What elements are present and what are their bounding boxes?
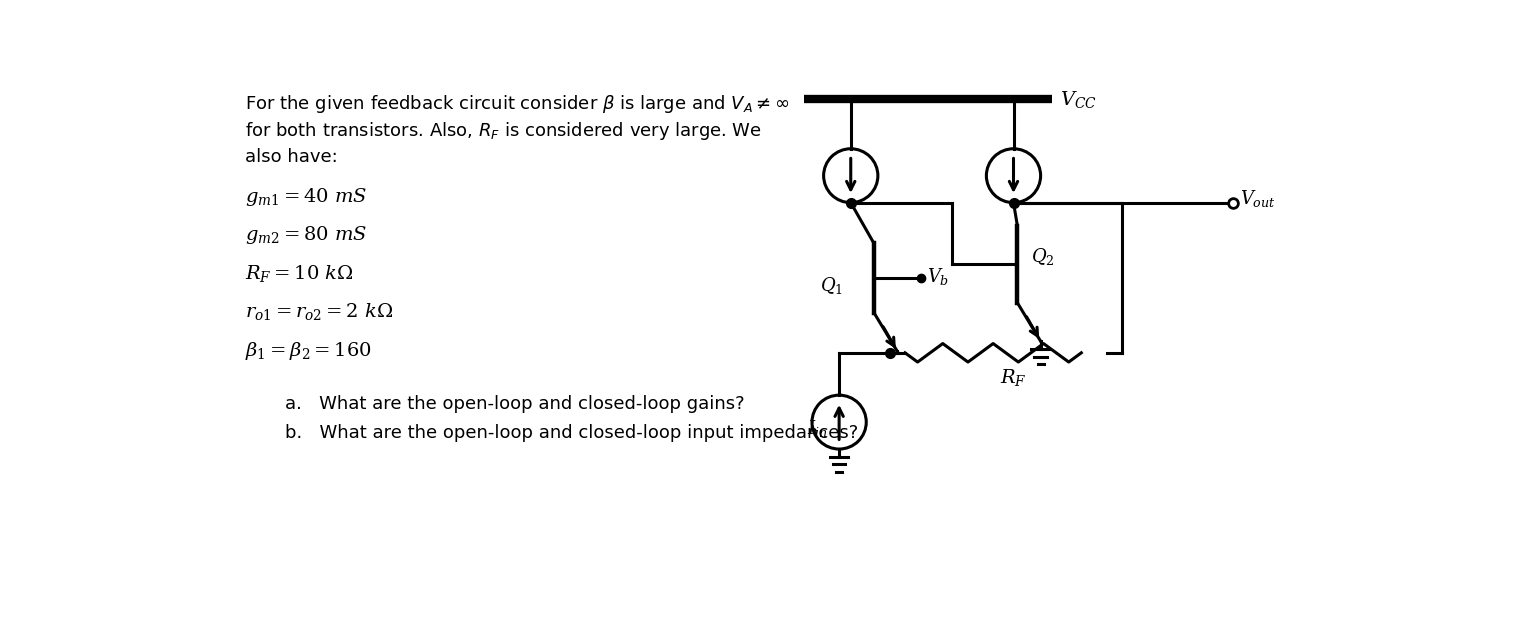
Text: $Q_1$: $Q_1$ bbox=[820, 275, 843, 296]
Text: $V_{CC}$: $V_{CC}$ bbox=[1060, 89, 1097, 110]
Text: $V_{out}$: $V_{out}$ bbox=[1240, 188, 1275, 209]
Text: $I_{in}$: $I_{in}$ bbox=[806, 418, 828, 438]
Text: $Q_2$: $Q_2$ bbox=[1031, 246, 1055, 267]
Text: $r_{o1} = r_{o2} = 2\ k\Omega$: $r_{o1} = r_{o2} = 2\ k\Omega$ bbox=[244, 301, 393, 322]
Text: b.   What are the open-loop and closed-loop input impedances?: b. What are the open-loop and closed-loo… bbox=[286, 425, 859, 442]
Text: for both transistors. Also, $R_F$ is considered very large. We: for both transistors. Also, $R_F$ is con… bbox=[244, 120, 762, 142]
Text: $g_{m1} = 40\ mS$: $g_{m1} = 40\ mS$ bbox=[244, 186, 367, 208]
Text: $\beta_1 = \beta_2 = 160$: $\beta_1 = \beta_2 = 160$ bbox=[244, 340, 372, 362]
Text: $R_F = 10\ k\Omega$: $R_F = 10\ k\Omega$ bbox=[244, 263, 353, 284]
Text: For the given feedback circuit consider $\beta$ is large and $V_A \neq \infty$: For the given feedback circuit consider … bbox=[244, 93, 790, 115]
Text: $g_{m2} = 80\ mS$: $g_{m2} = 80\ mS$ bbox=[244, 224, 367, 246]
Text: a.   What are the open-loop and closed-loop gains?: a. What are the open-loop and closed-loo… bbox=[286, 395, 745, 413]
Text: $V_b$: $V_b$ bbox=[926, 266, 949, 287]
Text: $R_F$: $R_F$ bbox=[1000, 367, 1028, 387]
Text: also have:: also have: bbox=[244, 148, 338, 166]
